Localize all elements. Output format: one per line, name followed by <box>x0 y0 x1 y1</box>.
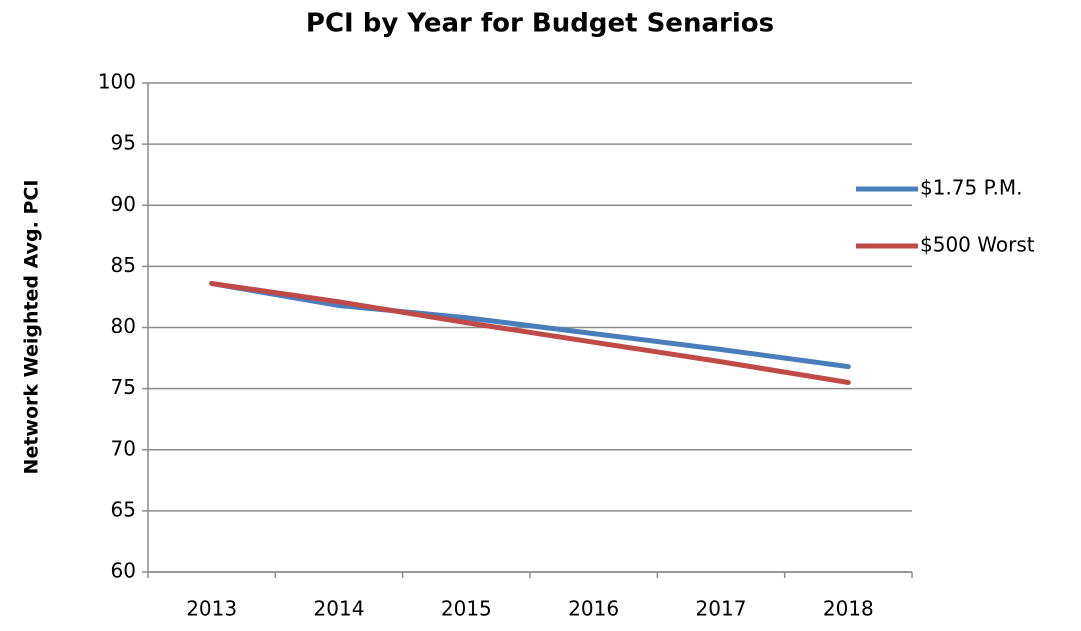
x-tick-label: 2015 <box>441 597 492 621</box>
y-tick-label: 90 <box>111 192 136 216</box>
chart-title: PCI by Year for Budget Senarios <box>306 9 774 39</box>
y-tick-label: 75 <box>111 375 136 399</box>
y-tick-label: 80 <box>111 314 136 338</box>
legend-label: $500 Worst <box>920 233 1035 257</box>
y-tick-label: 60 <box>111 559 136 583</box>
y-tick-label: 70 <box>111 436 136 460</box>
x-tick-label: 2018 <box>823 597 874 621</box>
y-tick-label: 85 <box>111 253 136 277</box>
legend-label: $1.75 P.M. <box>920 176 1023 200</box>
x-tick-label: 2013 <box>186 597 237 621</box>
y-tick-label: 100 <box>98 70 136 94</box>
x-tick-label: 2016 <box>568 597 619 621</box>
series-line <box>209 280 851 386</box>
x-tick-label: 2014 <box>314 597 365 621</box>
series-line <box>209 280 851 370</box>
y-tick-label: 65 <box>111 497 136 521</box>
y-axis-label: Network Weighted Avg. PCI <box>21 180 43 475</box>
x-tick-label: 2017 <box>696 597 747 621</box>
y-tick-label: 95 <box>111 131 136 155</box>
